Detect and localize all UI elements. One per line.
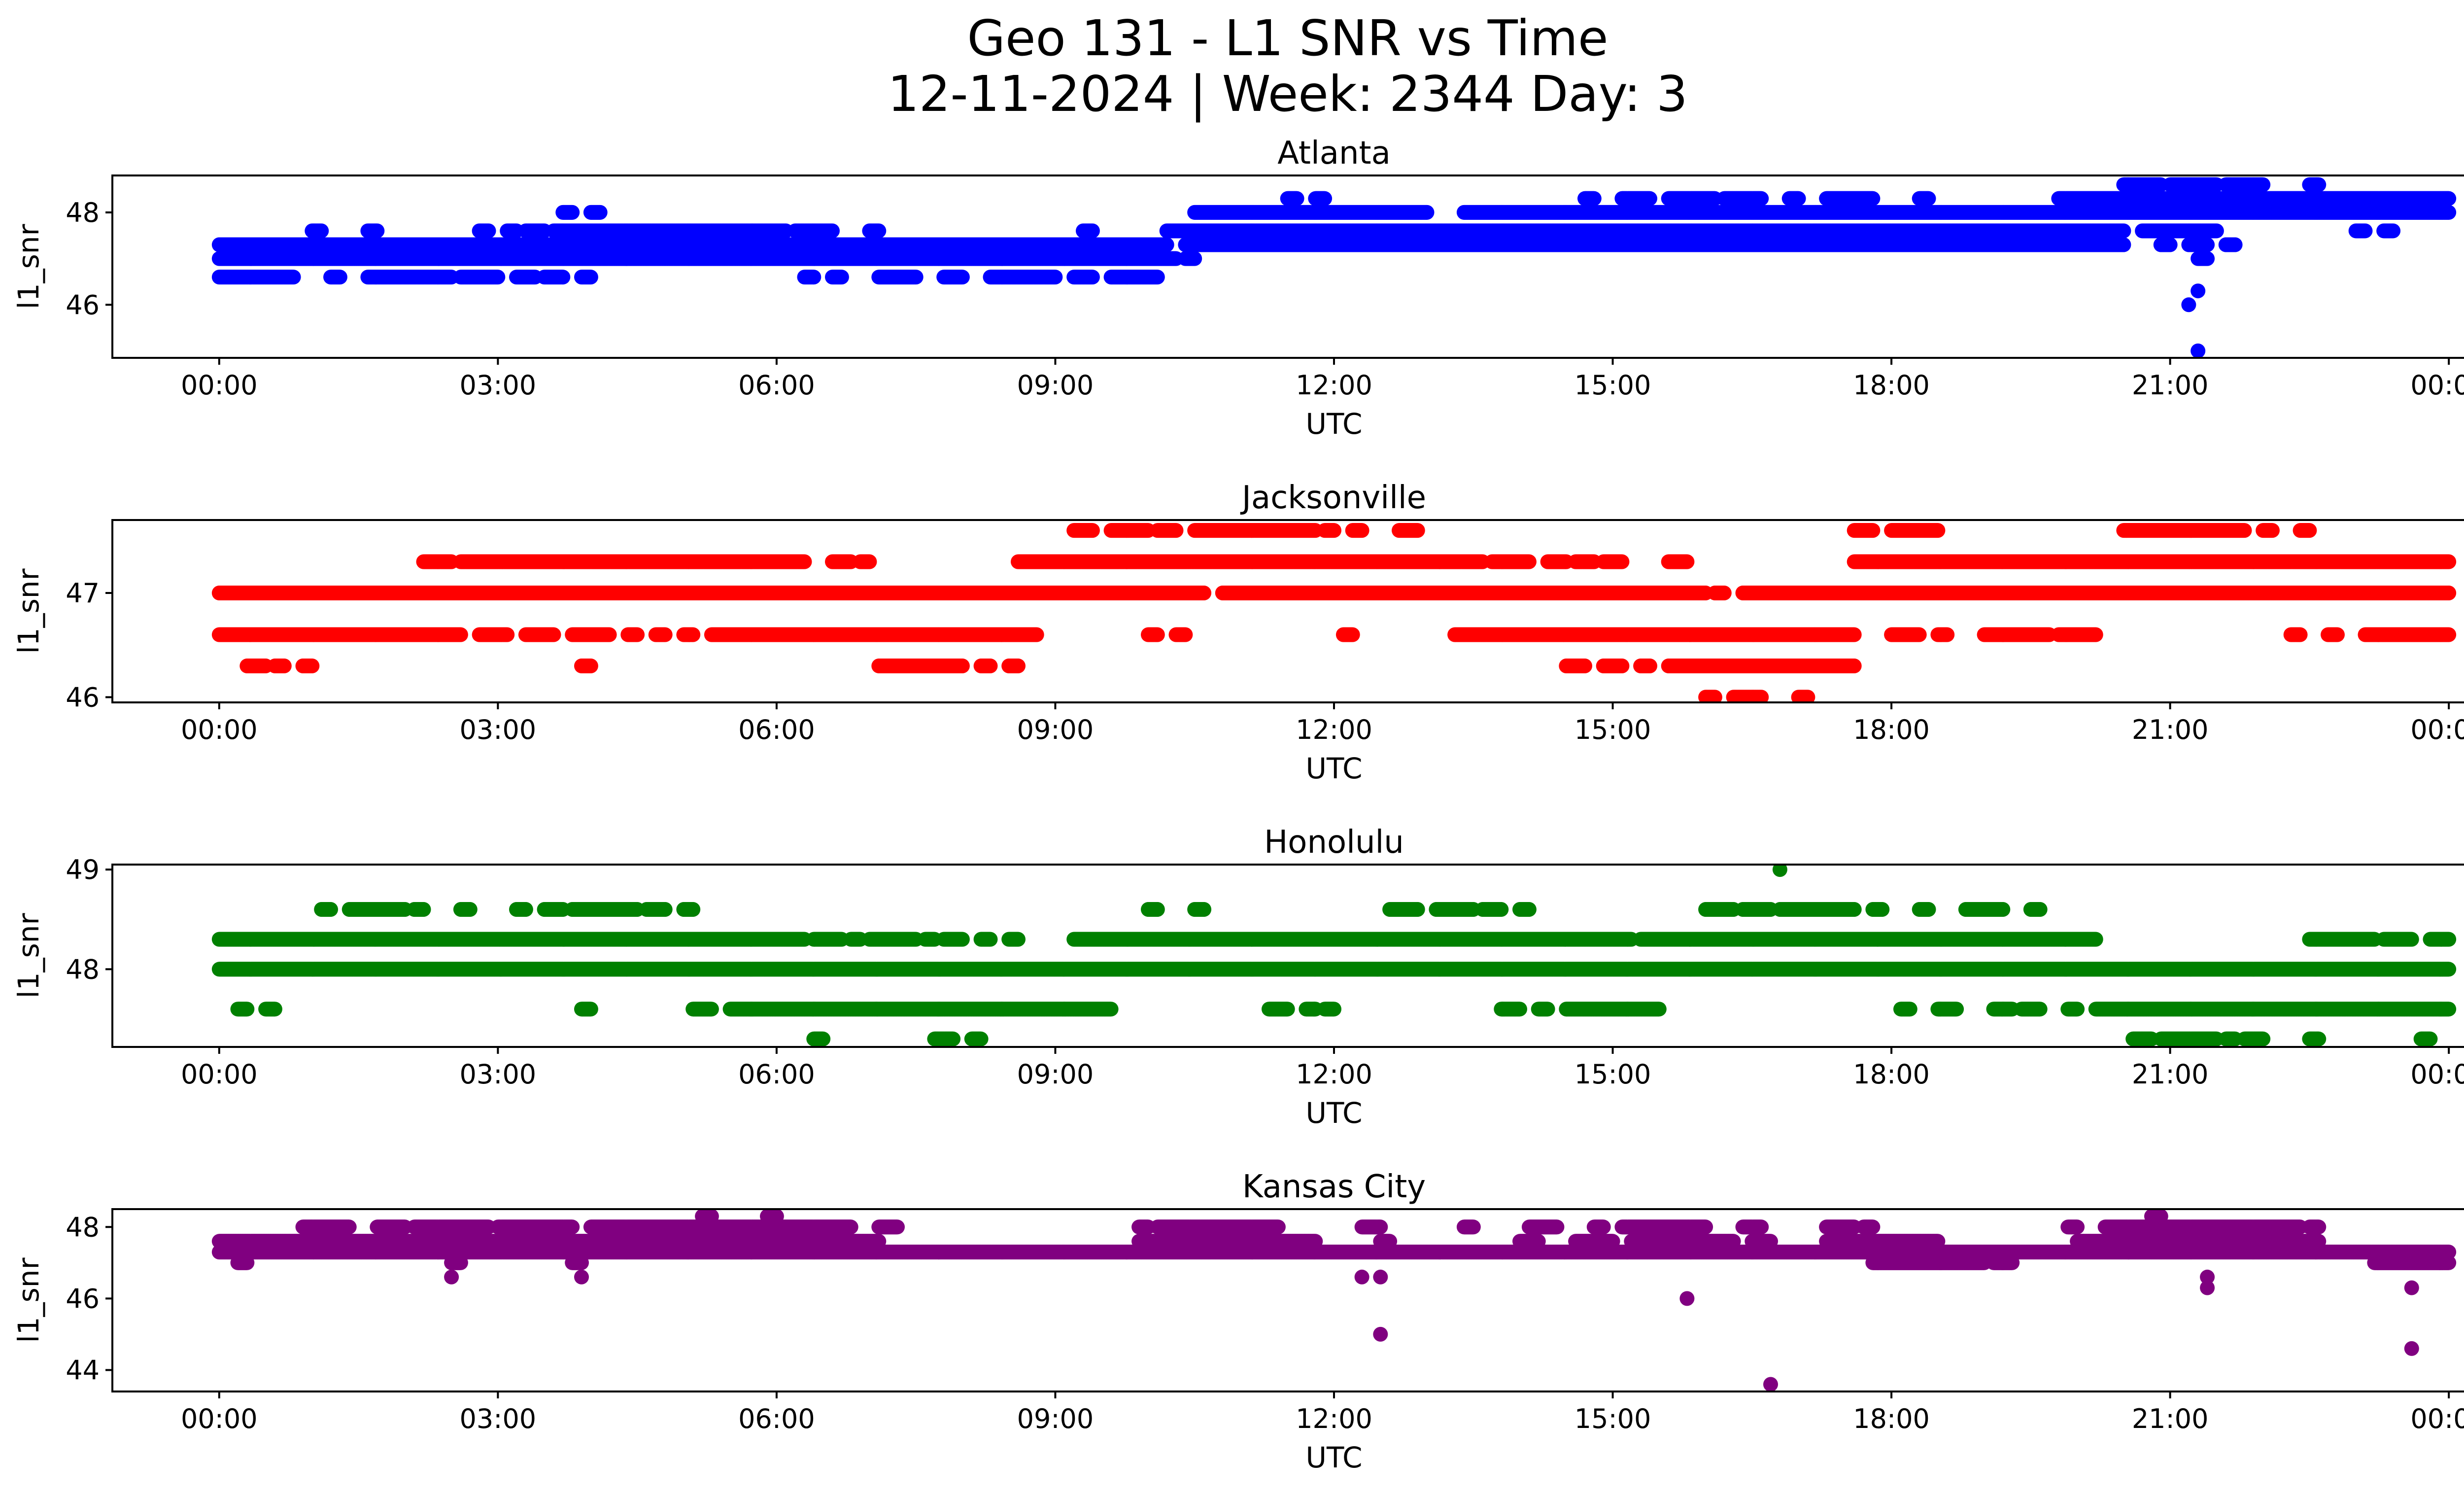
data-point xyxy=(2200,251,2215,266)
data-point xyxy=(286,270,301,285)
data-point xyxy=(955,270,970,285)
data-point xyxy=(1159,237,1174,252)
data-point xyxy=(1150,270,1165,285)
figure-title-line1: Geo 131 - L1 SNR vs Time xyxy=(967,9,1608,67)
subplot-title: Atlanta xyxy=(1277,135,1391,172)
data-point xyxy=(834,270,849,285)
data-point xyxy=(1048,270,1063,285)
data-point xyxy=(1085,270,1100,285)
data-point xyxy=(332,270,347,285)
data-point xyxy=(908,270,924,285)
data-point xyxy=(490,270,506,285)
data-point xyxy=(1187,251,1202,266)
data-point xyxy=(555,270,571,285)
data-point xyxy=(806,270,821,285)
data-point xyxy=(583,270,598,285)
scatter-series xyxy=(211,177,2457,358)
figure-title-line2: 12-11-2024 | Week: 2344 Day: 3 xyxy=(888,65,1687,123)
